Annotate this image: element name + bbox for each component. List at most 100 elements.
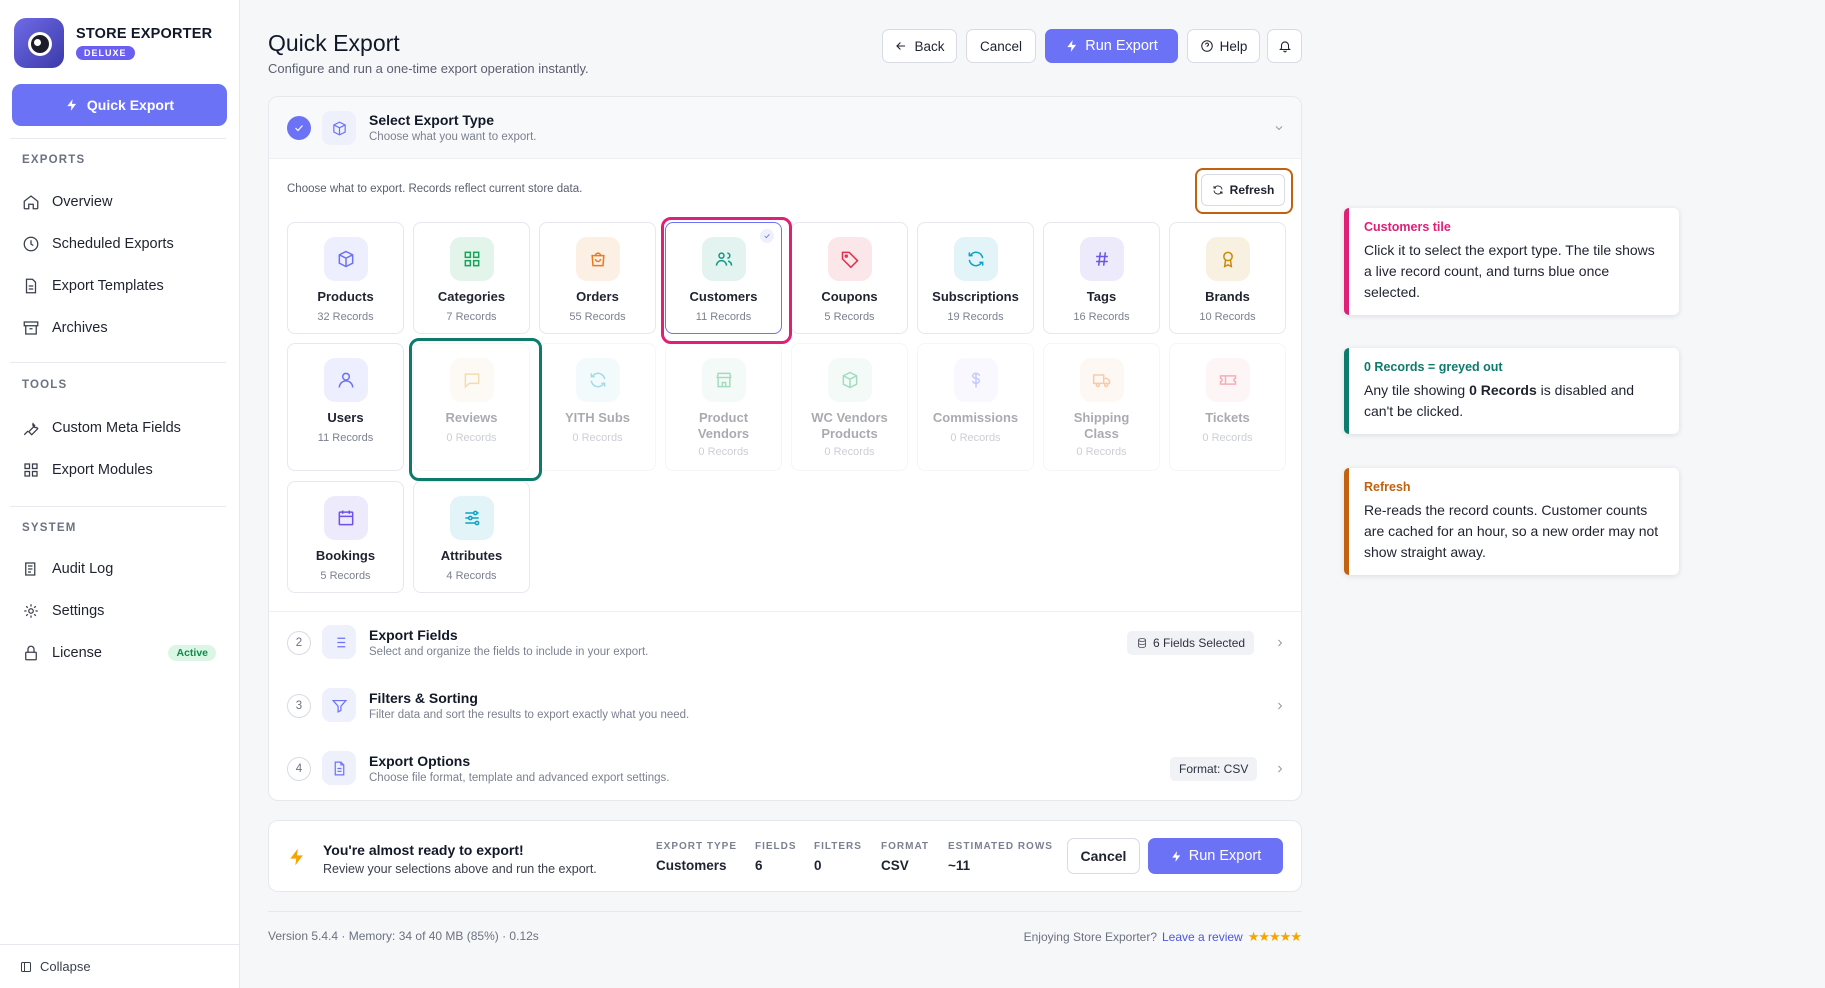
export-tile-bookings[interactable]: Bookings 5 Records xyxy=(287,481,404,593)
tag-icon xyxy=(841,251,859,269)
tile-icon-box xyxy=(702,358,746,402)
back-button[interactable]: Back xyxy=(882,29,957,63)
callout-body: Click it to select the export type. The … xyxy=(1364,242,1655,300)
callout-title: Customers tile xyxy=(1364,220,1451,234)
tile-record-count: 0 Records xyxy=(1076,446,1127,458)
list-icon xyxy=(333,637,345,647)
export-tile-brands[interactable]: Brands 10 Records xyxy=(1169,222,1286,334)
sidebar-item-license[interactable]: License Active xyxy=(22,639,222,667)
export-tile-subscriptions[interactable]: Subscriptions 19 Records xyxy=(917,222,1034,334)
tile-icon-box xyxy=(324,358,368,402)
export-tile-product-vendors: Product Vendors 0 Records xyxy=(665,343,782,471)
dollar-icon xyxy=(971,372,981,388)
step-title: Filters & Sorting xyxy=(369,690,478,706)
bolt-icon xyxy=(1067,40,1077,52)
bell-icon xyxy=(1278,41,1291,53)
sidebar-item-export-templates[interactable]: Export Templates xyxy=(22,272,222,300)
step-icon xyxy=(322,111,356,145)
tile-icon-box xyxy=(828,237,872,281)
refresh-icon xyxy=(1213,185,1223,195)
tile-record-count: 32 Records xyxy=(317,311,374,323)
step-icon xyxy=(322,625,356,659)
user-icon xyxy=(338,372,354,388)
tile-label: Coupons xyxy=(821,289,878,304)
footer-divider xyxy=(268,911,1302,912)
license-status-badge: Active xyxy=(168,645,216,661)
tile-label: Reviews xyxy=(445,410,498,425)
export-tile-wc-vendors-products: WC Vendors Products 0 Records xyxy=(791,343,908,471)
enjoy-text: Enjoying Store Exporter? xyxy=(1023,930,1157,944)
run-export-button[interactable]: Run Export xyxy=(1045,29,1178,63)
tile-label: Brands xyxy=(1205,289,1250,304)
format-pill: Format: CSV xyxy=(1170,757,1258,781)
quick-export-button[interactable]: Quick Export xyxy=(12,84,227,126)
tile-record-count: 10 Records xyxy=(1199,311,1256,323)
export-tile-orders[interactable]: Orders 55 Records xyxy=(539,222,656,334)
help-circle-icon xyxy=(1200,40,1213,52)
cancel-button[interactable]: Cancel xyxy=(966,29,1036,63)
fields-selected-label: 6 Fields Selected xyxy=(1153,636,1246,650)
sidebar-item-label: Custom Meta Fields xyxy=(52,420,181,436)
sidebar-item-audit-log[interactable]: Audit Log xyxy=(22,555,222,583)
callout-body: Any tile showing 0 Records is disabled a… xyxy=(1364,380,1663,422)
leave-review-link[interactable]: Leave a review xyxy=(1162,930,1243,944)
collapse-icon xyxy=(21,961,31,972)
tile-label: Tickets xyxy=(1205,410,1250,425)
quick-export-label: Quick Export xyxy=(86,97,175,113)
step-icon xyxy=(322,688,356,722)
export-tile-users[interactable]: Users 11 Records xyxy=(287,343,404,471)
tile-record-count: 16 Records xyxy=(1073,311,1130,323)
chevron-right-icon[interactable] xyxy=(1274,700,1286,712)
hash-icon xyxy=(1096,252,1108,266)
chevron-right-icon[interactable] xyxy=(1274,763,1286,775)
clock-icon xyxy=(23,236,39,252)
sidebar-item-scheduled-exports[interactable]: Scheduled Exports xyxy=(22,230,222,258)
stat-export-type: EXPORT TYPE Customers xyxy=(656,841,737,873)
cancel-label: Cancel xyxy=(1080,848,1127,864)
collapse-sidebar-button[interactable]: Collapse xyxy=(0,944,240,988)
stat-value: Customers xyxy=(656,858,727,873)
box-icon xyxy=(332,120,346,136)
refresh-button[interactable]: Refresh xyxy=(1201,174,1285,206)
sidebar-item-archives[interactable]: Archives xyxy=(22,314,222,342)
tile-record-count: 0 Records xyxy=(950,432,1001,444)
chevron-right-icon[interactable] xyxy=(1274,637,1286,649)
cancel-button[interactable]: Cancel xyxy=(1067,838,1140,874)
export-tile-customers[interactable]: Customers 11 Records xyxy=(665,222,782,334)
page-title: Quick Export xyxy=(268,30,400,56)
file-icon xyxy=(334,761,344,775)
page-subtitle: Configure and run a one-time export oper… xyxy=(268,61,589,76)
export-tile-categories[interactable]: Categories 7 Records xyxy=(413,222,530,334)
bag-icon xyxy=(591,252,605,267)
choose-helper-text: Choose what to export. Records reflect c… xyxy=(287,183,583,195)
export-tile-shipping-class: Shipping Class 0 Records xyxy=(1043,343,1160,471)
step-description: Choose what you want to export. xyxy=(369,131,537,143)
export-tile-products[interactable]: Products 32 Records xyxy=(287,222,404,334)
tile-label: Subscriptions xyxy=(932,289,1019,304)
chevron-down-icon[interactable] xyxy=(1273,122,1285,134)
run-export-label: Run Export xyxy=(1085,38,1158,54)
refresh-icon xyxy=(968,251,984,267)
tile-label: Shipping Class xyxy=(1073,410,1130,441)
tile-record-count: 55 Records xyxy=(569,311,626,323)
sidebar-item-label: Settings xyxy=(52,603,105,619)
bolt-icon xyxy=(1171,850,1181,862)
tile-label: Customers xyxy=(689,289,758,304)
sidebar-item-custom-meta-fields[interactable]: Custom Meta Fields xyxy=(22,414,222,442)
sidebar-item-settings[interactable]: Settings xyxy=(22,597,222,625)
export-tile-attributes[interactable]: Attributes 4 Records xyxy=(413,481,530,593)
export-tile-tags[interactable]: Tags 16 Records xyxy=(1043,222,1160,334)
step-select-export-type[interactable]: Select Export Type Choose what you want … xyxy=(269,97,1301,159)
run-export-button[interactable]: Run Export xyxy=(1148,838,1283,874)
sidebar-item-export-modules[interactable]: Export Modules xyxy=(22,456,222,484)
tile-icon-box xyxy=(1080,358,1124,402)
section-system: SYSTEM xyxy=(22,522,77,534)
tile-record-count: 11 Records xyxy=(317,432,374,444)
export-tile-coupons[interactable]: Coupons 5 Records xyxy=(791,222,908,334)
tile-record-count: 0 Records xyxy=(698,446,749,458)
help-button[interactable]: Help xyxy=(1187,29,1260,63)
notifications-button[interactable] xyxy=(1267,29,1302,63)
tile-label: Product Vendors xyxy=(697,410,750,441)
sidebar-item-overview[interactable]: Overview xyxy=(22,188,222,216)
reviews-highlight xyxy=(409,338,542,481)
